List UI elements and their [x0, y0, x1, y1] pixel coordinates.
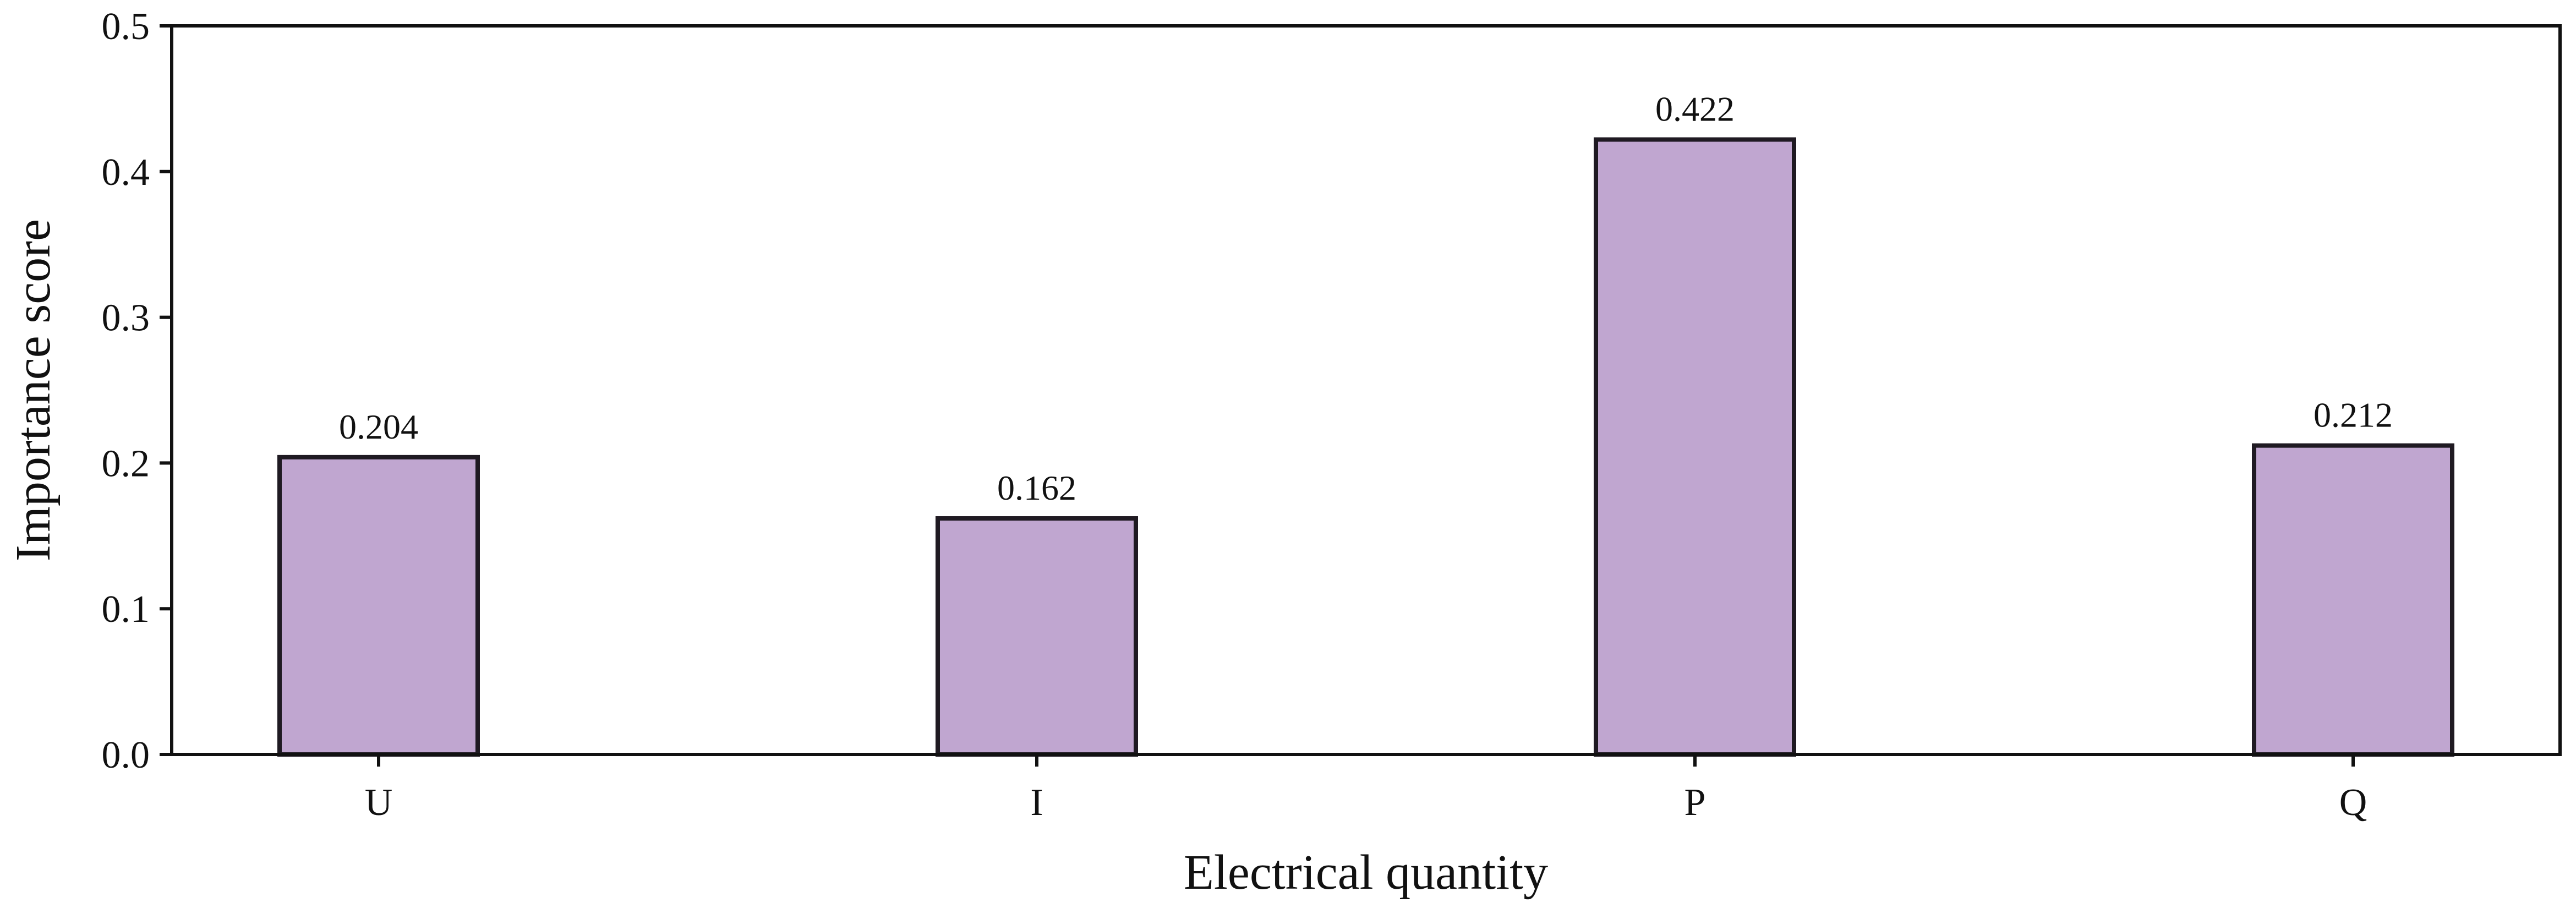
data-label-Q: 0.212 [2314, 396, 2393, 435]
bar-Q [2252, 443, 2454, 757]
x-tick-label-Q: Q [2339, 781, 2367, 824]
y-tick-label: 0.4 [102, 151, 150, 194]
data-label-P: 0.422 [1655, 90, 1735, 129]
bars-layer [277, 137, 2454, 757]
bar-I [936, 516, 1138, 757]
data-label-I: 0.162 [997, 468, 1076, 507]
y-axis-ticks: 0.0 0.1 0.2 0.3 0.4 0.5 [102, 6, 172, 776]
y-tick-label: 0.2 [102, 442, 150, 485]
bar-P [1594, 137, 1796, 757]
x-tick-label-I: I [1030, 781, 1043, 824]
x-axis-title: Electrical quantity [1184, 845, 1548, 900]
data-labels-layer: 0.204 0.162 0.422 0.212 [339, 90, 2393, 507]
y-tick-label: 0.0 [102, 734, 150, 776]
x-tick-label-P: P [1684, 781, 1706, 824]
data-label-U: 0.204 [339, 407, 418, 446]
y-tick-label: 0.5 [102, 6, 150, 48]
bar-U [277, 455, 480, 757]
y-tick-label: 0.3 [102, 297, 150, 340]
y-axis-title: Importance score [6, 219, 61, 561]
plot-frame [170, 24, 2562, 756]
y-tick-label: 0.1 [102, 588, 150, 631]
x-tick-label-U: U [365, 781, 393, 824]
